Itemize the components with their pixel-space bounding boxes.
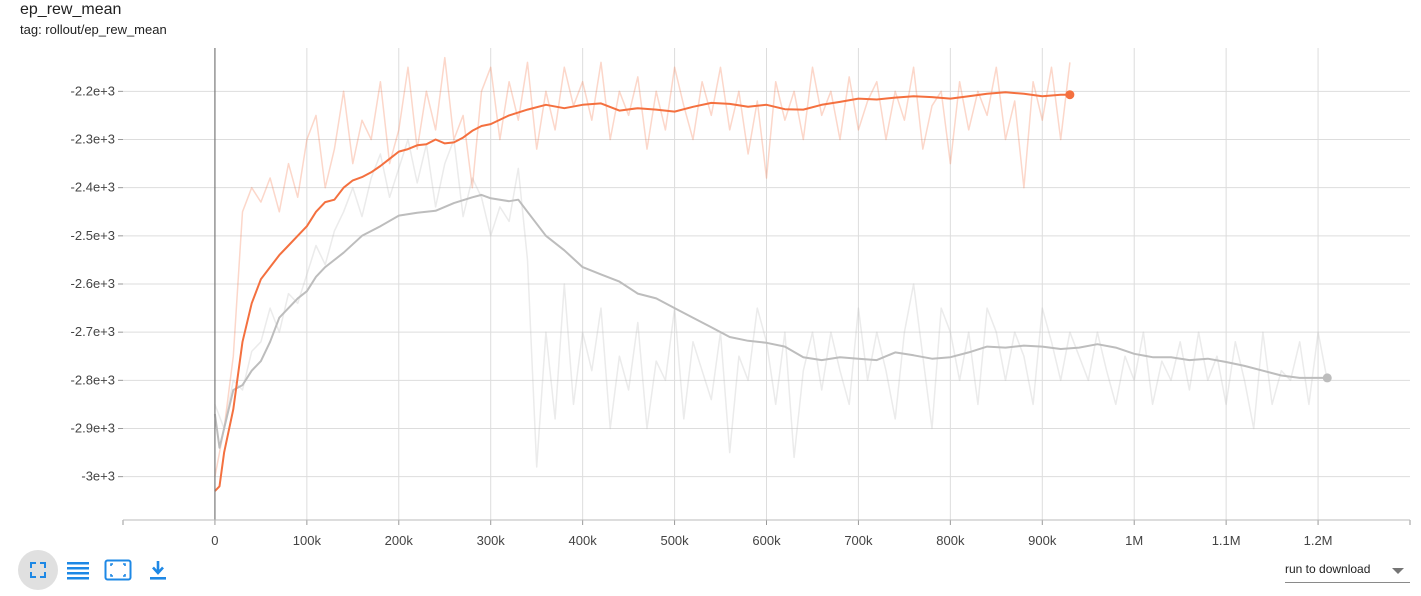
x-tick-label: 700k — [844, 533, 873, 548]
list-icon — [67, 562, 89, 580]
fullscreen-button[interactable] — [18, 550, 58, 590]
chart-toolbar — [18, 550, 178, 590]
x-tick-label: 1.1M — [1212, 533, 1241, 548]
raw-series-layer — [214, 56, 1329, 477]
y-tick-label: -2.5e+3 — [71, 228, 115, 243]
y-tick-label: -2.4e+3 — [71, 180, 115, 195]
fullscreen-icon — [30, 562, 46, 578]
raw-series-line — [214, 56, 1071, 477]
chevron-down-icon — [1392, 568, 1404, 574]
chart-title: ep_rew_mean — [20, 1, 122, 18]
x-tick-label: 900k — [1028, 533, 1057, 548]
x-tick-label: 300k — [477, 533, 506, 548]
x-tick-label: 200k — [385, 533, 414, 548]
run-to-download-select[interactable]: run to download — [1285, 560, 1410, 583]
y-tick-label: -2.9e+3 — [71, 420, 115, 435]
smoothed-series-line — [213, 193, 1328, 449]
download-button[interactable] — [138, 550, 178, 590]
smoothed-series-line — [214, 91, 1070, 492]
x-tick-label: 600k — [752, 533, 781, 548]
x-tick-label: 1M — [1125, 533, 1143, 548]
series-end-marker — [1065, 90, 1075, 100]
y-tick-label: -2.3e+3 — [71, 132, 115, 147]
y-tick-label: -2.7e+3 — [71, 324, 115, 339]
x-tick-label: 1.2M — [1304, 533, 1333, 548]
x-tick-label: 800k — [936, 533, 965, 548]
y-tick-label: -2.6e+3 — [71, 276, 115, 291]
toggle-log-button[interactable] — [58, 550, 98, 590]
run-to-download-label: run to download — [1285, 562, 1371, 576]
axes: -3e+3 -2.9e+3 -2.8e+3 -2.7e+3 -2.6e+3 -2.5e+3… — [71, 48, 1411, 548]
fit-domain-icon — [104, 559, 132, 581]
series-end-marker — [1322, 373, 1332, 383]
chart-tag: tag: rollout/ep_rew_mean — [20, 22, 167, 37]
smoothed-series-layer — [213, 90, 1332, 492]
y-tick-label: -2.8e+3 — [71, 372, 115, 387]
raw-series-line — [214, 138, 1329, 468]
y-tick-label: -2.2e+3 — [71, 83, 115, 98]
download-icon — [150, 561, 166, 580]
y-tick-label: -3e+3 — [81, 469, 115, 484]
x-tick-label: 0 — [211, 533, 218, 548]
x-tick-label: 500k — [660, 533, 689, 548]
fit-domain-button[interactable] — [98, 550, 138, 590]
x-tick-label: 400k — [569, 533, 598, 548]
x-tick-label: 100k — [293, 533, 322, 548]
